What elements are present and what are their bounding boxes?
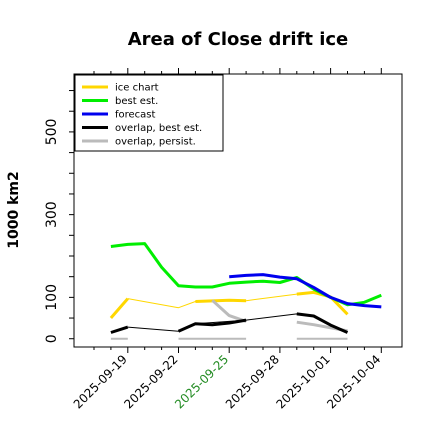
series-line-forecast	[229, 273, 382, 309]
y-tick-label: 500	[44, 119, 60, 146]
x-tick-label: 2025-10-04	[324, 352, 383, 411]
y-tick-label: 0	[44, 334, 60, 343]
y-axis-label: 1000 km2	[6, 171, 22, 248]
series-layer	[109, 242, 382, 340]
y-tick-label: 300	[44, 201, 60, 228]
plot-area-frame	[73, 73, 403, 348]
series-line-ice-chart-2	[195, 298, 247, 303]
legend-label: overlap, persist.	[115, 137, 196, 148]
chart-title: Area of Close drift ice	[128, 29, 349, 50]
legend-label: forecast	[115, 110, 156, 121]
series-line-overlap-best-2	[177, 318, 247, 333]
series-line-overlap-persist	[211, 299, 247, 323]
y-axis: 0 100 300 500	[44, 90, 74, 343]
legend-label: overlap, best est.	[115, 123, 202, 134]
legend-label: ice chart	[115, 83, 159, 94]
legend: ice chart best est. forecast overlap, best …	[74, 74, 224, 152]
series-line-ice-chart-3	[296, 290, 349, 316]
series-line-overlap-best	[110, 325, 129, 334]
series-line-ice-chart	[109, 297, 129, 319]
legend-label: best est.	[115, 96, 158, 107]
series-line-overlap-best-3	[296, 312, 349, 334]
y-tick-label: 100	[44, 284, 60, 311]
